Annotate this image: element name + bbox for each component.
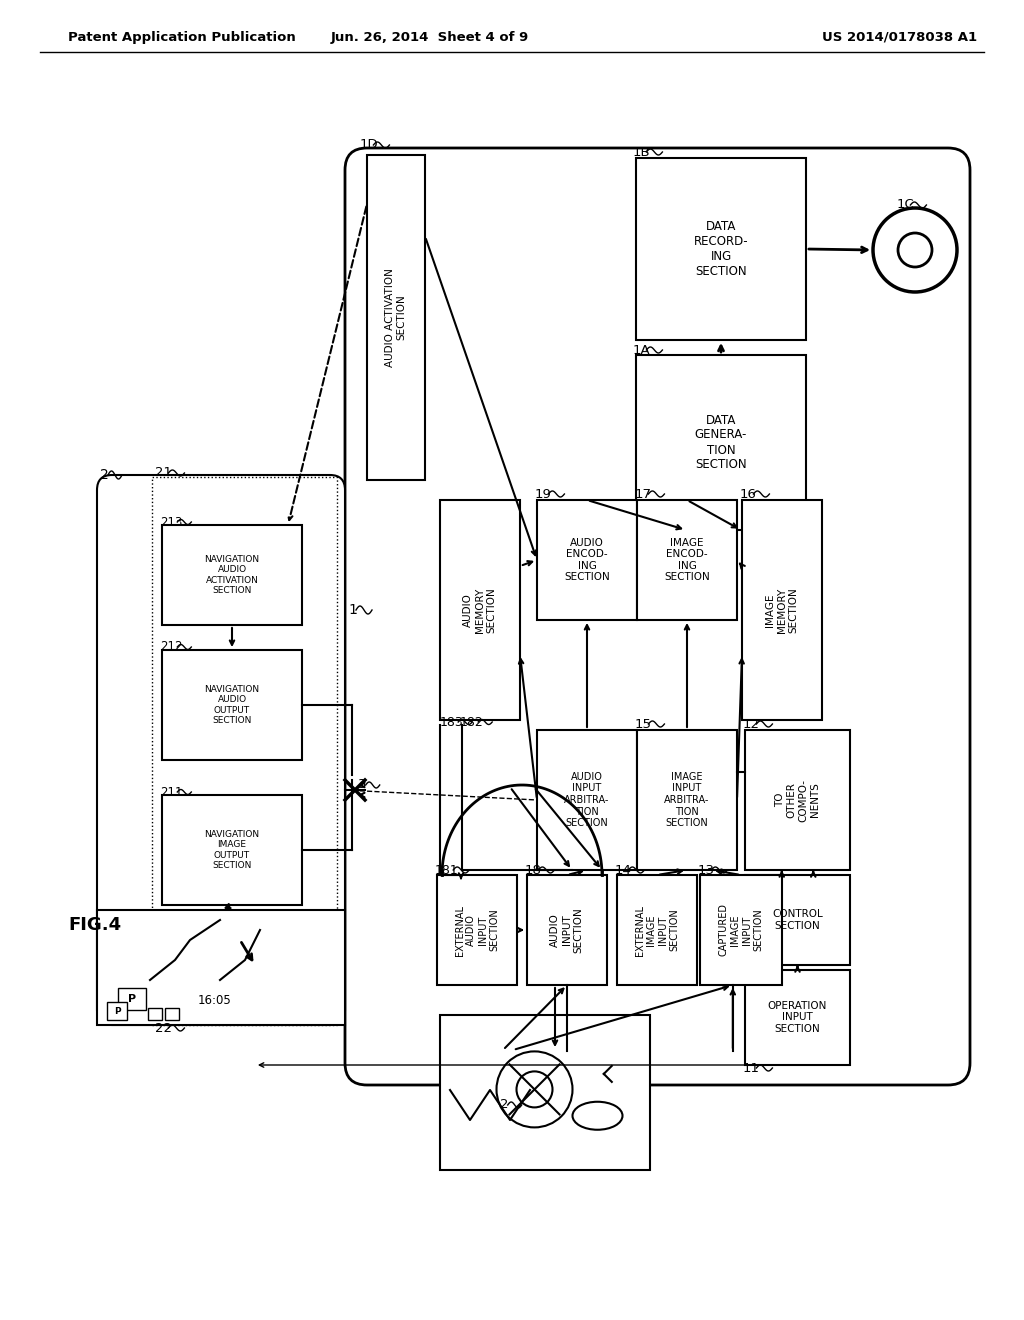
Text: 1: 1 bbox=[348, 603, 357, 616]
Text: AUDIO
MEMORY
SECTION: AUDIO MEMORY SECTION bbox=[464, 587, 497, 632]
Bar bbox=[537, 500, 637, 620]
Bar bbox=[700, 875, 782, 985]
Ellipse shape bbox=[475, 1052, 530, 1077]
FancyBboxPatch shape bbox=[97, 475, 345, 1026]
Text: 16:05: 16:05 bbox=[198, 994, 231, 1006]
Text: NAVIGATION
IMAGE
OUTPUT
SECTION: NAVIGATION IMAGE OUTPUT SECTION bbox=[205, 830, 259, 870]
Bar bbox=[152, 477, 337, 1026]
Text: 19: 19 bbox=[535, 487, 552, 500]
Text: EXTERNAL
IMAGE
INPUT
SECTION: EXTERNAL IMAGE INPUT SECTION bbox=[635, 904, 679, 956]
Text: 181: 181 bbox=[435, 863, 459, 876]
Text: 212: 212 bbox=[160, 640, 182, 653]
Text: 12: 12 bbox=[743, 718, 760, 730]
Bar bbox=[367, 154, 425, 480]
Text: 183: 183 bbox=[440, 715, 464, 729]
Text: AUDIO
INPUT
ARBITRA-
TION
SECTION: AUDIO INPUT ARBITRA- TION SECTION bbox=[564, 772, 609, 828]
FancyBboxPatch shape bbox=[345, 148, 970, 1085]
Text: 1D: 1D bbox=[360, 139, 379, 152]
Bar bbox=[745, 970, 850, 1065]
Text: Jun. 26, 2014  Sheet 4 of 9: Jun. 26, 2014 Sheet 4 of 9 bbox=[331, 30, 529, 44]
Bar bbox=[637, 730, 737, 870]
Text: 2: 2 bbox=[500, 1098, 509, 1111]
Text: P: P bbox=[114, 1006, 120, 1015]
Text: AUDIO
INPUT
SECTION: AUDIO INPUT SECTION bbox=[551, 907, 584, 953]
Text: 15: 15 bbox=[635, 718, 652, 730]
Text: 182: 182 bbox=[460, 715, 483, 729]
Text: 14: 14 bbox=[615, 863, 632, 876]
Text: NAVIGATION
AUDIO
ACTIVATION
SECTION: NAVIGATION AUDIO ACTIVATION SECTION bbox=[205, 554, 259, 595]
Bar bbox=[440, 500, 520, 719]
Text: 13: 13 bbox=[698, 863, 715, 876]
Text: DATA
GENERA-
TION
SECTION: DATA GENERA- TION SECTION bbox=[695, 413, 748, 471]
Text: OPERATION
INPUT
SECTION: OPERATION INPUT SECTION bbox=[768, 1001, 827, 1034]
Bar bbox=[162, 795, 302, 906]
Text: 22: 22 bbox=[155, 1022, 172, 1035]
Bar bbox=[118, 987, 146, 1010]
Bar bbox=[617, 875, 697, 985]
Text: TO
OTHER
COMPO-
NENTS: TO OTHER COMPO- NENTS bbox=[775, 779, 820, 821]
Bar bbox=[745, 730, 850, 870]
Text: FIG.4: FIG.4 bbox=[68, 916, 121, 935]
Text: IMAGE
INPUT
ARBITRA-
TION
SECTION: IMAGE INPUT ARBITRA- TION SECTION bbox=[665, 772, 710, 828]
Text: 11: 11 bbox=[743, 1061, 760, 1074]
Text: 1C: 1C bbox=[897, 198, 914, 211]
Bar bbox=[440, 1015, 650, 1170]
Text: 1A: 1A bbox=[633, 343, 650, 356]
Bar bbox=[148, 1008, 162, 1020]
Text: 2: 2 bbox=[100, 469, 109, 482]
Text: IMAGE
ENCOD-
ING
SECTION: IMAGE ENCOD- ING SECTION bbox=[665, 537, 710, 582]
Bar bbox=[165, 1008, 179, 1020]
Text: AUDIO ACTIVATION
SECTION: AUDIO ACTIVATION SECTION bbox=[385, 268, 407, 367]
Bar bbox=[527, 875, 607, 985]
Text: 21: 21 bbox=[155, 466, 172, 479]
Text: 16: 16 bbox=[740, 487, 757, 500]
Text: 17: 17 bbox=[635, 487, 652, 500]
Text: DATA
RECORD-
ING
SECTION: DATA RECORD- ING SECTION bbox=[693, 220, 749, 279]
Text: IMAGE
MEMORY
SECTION: IMAGE MEMORY SECTION bbox=[765, 587, 799, 632]
Bar bbox=[106, 1002, 127, 1020]
Bar bbox=[162, 525, 302, 624]
Bar bbox=[636, 158, 806, 341]
Bar bbox=[97, 909, 345, 1026]
Text: CONTROL
SECTION: CONTROL SECTION bbox=[772, 909, 823, 931]
Text: 3: 3 bbox=[358, 779, 367, 792]
Text: Patent Application Publication: Patent Application Publication bbox=[68, 30, 296, 44]
Text: 1B: 1B bbox=[633, 145, 650, 158]
Bar bbox=[537, 730, 637, 870]
Text: 213: 213 bbox=[160, 516, 182, 528]
Text: CAPTURED
IMAGE
INPUT
SECTION: CAPTURED IMAGE INPUT SECTION bbox=[719, 903, 764, 957]
Text: EXTERNAL
AUDIO
INPUT
SECTION: EXTERNAL AUDIO INPUT SECTION bbox=[455, 904, 500, 956]
Bar bbox=[437, 875, 517, 985]
Text: US 2014/0178038 A1: US 2014/0178038 A1 bbox=[822, 30, 978, 44]
Text: 211: 211 bbox=[160, 785, 182, 799]
Bar bbox=[636, 355, 806, 531]
Bar bbox=[742, 500, 822, 719]
Text: 18: 18 bbox=[525, 863, 542, 876]
Text: NAVIGATION
AUDIO
OUTPUT
SECTION: NAVIGATION AUDIO OUTPUT SECTION bbox=[205, 685, 259, 725]
Text: P: P bbox=[128, 994, 136, 1005]
Text: AUDIO
ENCOD-
ING
SECTION: AUDIO ENCOD- ING SECTION bbox=[564, 537, 610, 582]
Bar bbox=[162, 649, 302, 760]
Ellipse shape bbox=[572, 1102, 623, 1130]
Bar bbox=[637, 500, 737, 620]
Bar bbox=[745, 875, 850, 965]
